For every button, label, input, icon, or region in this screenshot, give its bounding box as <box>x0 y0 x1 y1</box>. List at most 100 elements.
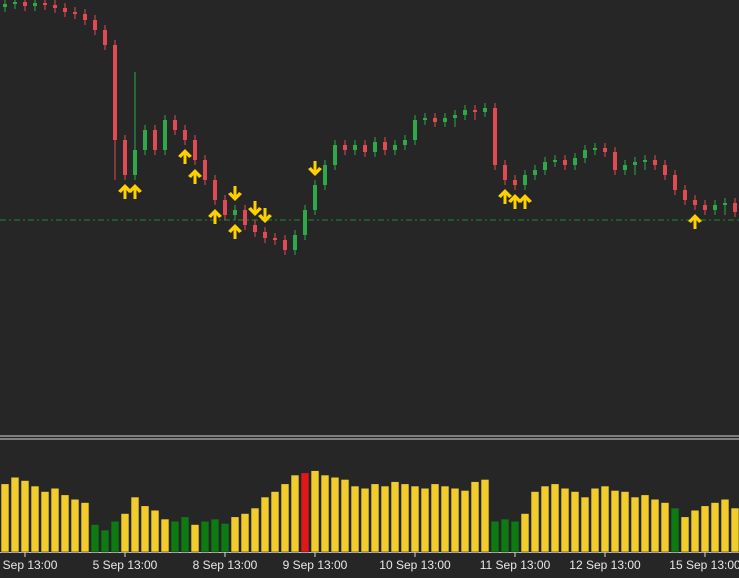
histogram-bar <box>610 490 620 553</box>
price-pane <box>0 0 739 255</box>
histogram-bar <box>210 518 220 553</box>
histogram-bar <box>720 498 730 553</box>
histogram-bar <box>60 494 70 553</box>
histogram-bar <box>100 529 110 553</box>
histogram-bar <box>230 516 240 553</box>
candle-body <box>493 108 497 165</box>
candle-body <box>703 205 707 210</box>
candle-body <box>243 210 247 225</box>
x-tick-label: 4 Sep 13:00 <box>0 558 58 572</box>
candle-body <box>233 210 237 215</box>
candle-body <box>253 225 257 232</box>
histogram-bar <box>660 502 670 553</box>
candle-body <box>673 175 677 190</box>
histogram-bar <box>550 483 560 553</box>
candle-body <box>143 130 147 150</box>
histogram-bar <box>0 483 10 553</box>
sell-arrow <box>228 186 242 201</box>
histogram-bar <box>570 491 580 553</box>
histogram-bar <box>280 483 290 553</box>
histogram-bar <box>300 472 310 553</box>
histogram-bar <box>420 487 430 553</box>
histogram-bar <box>30 485 40 553</box>
candle-body <box>313 185 317 210</box>
histogram-bar <box>310 470 320 553</box>
candle-body <box>103 30 107 45</box>
candle-body <box>713 205 717 210</box>
histogram-bar <box>180 516 190 553</box>
histogram-bar <box>40 491 50 553</box>
candle-body <box>453 115 457 118</box>
x-tick-label: 10 Sep 13:00 <box>379 558 451 572</box>
histogram-bar <box>360 487 370 553</box>
candle-body <box>333 145 337 165</box>
candle-body <box>693 200 697 205</box>
candle-body <box>303 210 307 235</box>
histogram-bar <box>710 502 720 553</box>
candle-body <box>533 170 537 175</box>
candle-body <box>123 140 127 175</box>
histogram-bar <box>170 520 180 553</box>
histogram-bar <box>220 523 230 553</box>
buy-arrow <box>508 194 522 209</box>
candle-body <box>223 200 227 215</box>
histogram-bar <box>400 483 410 553</box>
buy-arrow <box>188 169 202 184</box>
histogram-bar <box>700 505 710 553</box>
x-tick-label: 11 Sep 13:00 <box>480 558 551 572</box>
candle-body <box>723 203 727 205</box>
histogram-bar <box>480 479 490 553</box>
histogram-bar <box>440 485 450 553</box>
histogram-bar <box>70 498 80 553</box>
candle-body <box>263 232 267 238</box>
buy-arrow <box>518 194 532 209</box>
histogram-bar <box>200 520 210 553</box>
histogram-bar <box>250 507 260 553</box>
histogram-bar <box>260 496 270 553</box>
candle-body <box>683 190 687 200</box>
histogram-bar <box>80 502 90 553</box>
candle-body <box>33 3 37 6</box>
candle-body <box>283 240 287 250</box>
x-tick-label: 5 Sep 13:00 <box>93 558 158 572</box>
histogram-bar <box>490 520 500 553</box>
histogram-bar <box>670 507 680 553</box>
candle-body <box>213 180 217 200</box>
candle-body <box>193 140 197 160</box>
candle-body <box>13 2 17 4</box>
candle-body <box>273 238 277 240</box>
sell-arrow <box>248 201 262 216</box>
histogram-bar <box>20 480 30 553</box>
candle-body <box>293 235 297 250</box>
candle-body <box>593 148 597 150</box>
candle-body <box>3 4 7 7</box>
histogram-bar <box>590 487 600 553</box>
candle-body <box>423 118 427 120</box>
candle-body <box>43 3 47 5</box>
x-tick-label: 12 Sep 13:00 <box>569 558 641 572</box>
buy-arrow <box>178 149 192 164</box>
histogram-bar <box>650 498 660 553</box>
candle-body <box>63 8 67 12</box>
candle-body <box>403 140 407 145</box>
candle-body <box>343 145 347 150</box>
candle-body <box>443 118 447 122</box>
histogram-bar <box>620 491 630 553</box>
candle-body <box>663 165 667 175</box>
candle-body <box>23 2 27 6</box>
candle-body <box>583 150 587 158</box>
histogram-bar <box>130 496 140 553</box>
histogram-bar <box>510 520 520 553</box>
candle-body <box>553 160 557 162</box>
candle-body <box>463 110 467 115</box>
candle-body <box>83 14 87 20</box>
candle-body <box>523 175 527 185</box>
histogram-bar <box>540 485 550 553</box>
histogram-bar <box>120 513 130 553</box>
histogram-bar <box>640 494 650 553</box>
histogram-bar <box>150 509 160 553</box>
buy-arrow <box>228 224 242 239</box>
histogram-bar <box>560 487 570 553</box>
